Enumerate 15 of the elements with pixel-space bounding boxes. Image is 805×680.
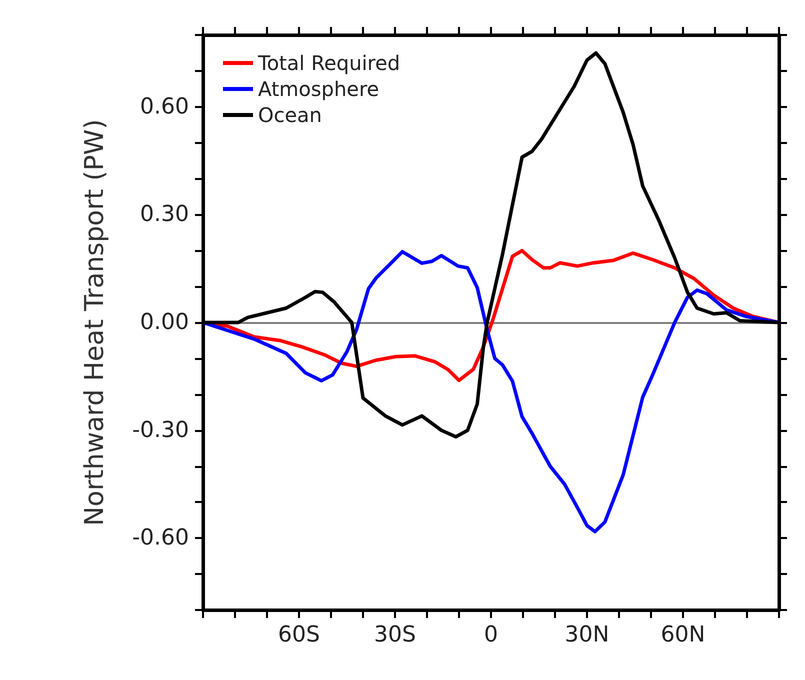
- legend-label: Ocean: [258, 103, 322, 127]
- x-tick-label: 60N: [660, 622, 706, 648]
- y-tick-label: 0.30: [140, 202, 189, 228]
- x-tick-label: 0: [484, 622, 498, 648]
- legend-label: Total Required: [257, 51, 400, 75]
- y-tick-label: -0.60: [132, 526, 189, 551]
- y-axis-title: Northward Heat Transport (PW): [80, 119, 110, 526]
- line-series: [201, 250, 781, 534]
- y-tick-label: 0.60: [140, 94, 189, 120]
- y-tick-label: -0.30: [132, 418, 189, 443]
- x-tick-label: 30N: [564, 622, 610, 648]
- y-tick-label: 0.00: [140, 310, 189, 335]
- x-tick-label: 30S: [374, 622, 416, 648]
- x-tick-label: 60S: [278, 622, 320, 648]
- legend-label: Atmosphere: [258, 77, 380, 101]
